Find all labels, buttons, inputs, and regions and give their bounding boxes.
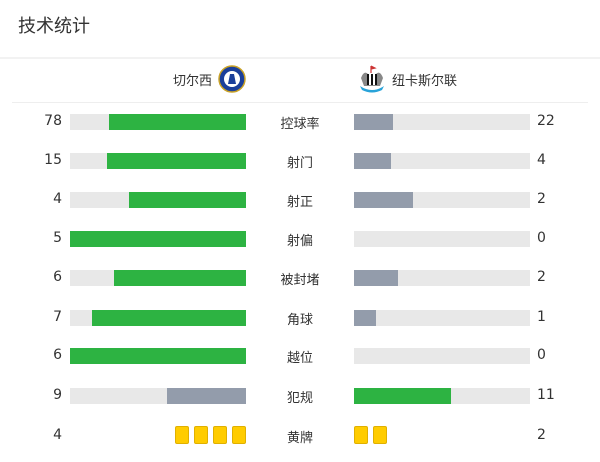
- away-bar-fill: [354, 270, 398, 286]
- home-bar-fill: [92, 310, 246, 326]
- away-value: 11: [537, 387, 555, 403]
- away-team[interactable]: 纽卡斯尔联: [358, 62, 457, 96]
- stat-label: 射门: [286, 156, 313, 171]
- stat-label: 控球率: [280, 117, 320, 132]
- away-bar: [354, 231, 530, 247]
- away-bar: [354, 348, 530, 364]
- home-bar: [70, 270, 246, 286]
- away-bar: [354, 310, 530, 326]
- away-bar: [354, 114, 530, 130]
- away-value: 2: [537, 427, 546, 443]
- away-value: 0: [537, 230, 546, 246]
- home-bar: [70, 153, 246, 169]
- stat-row: 9 犯规 11: [0, 387, 600, 406]
- yellow-card-icon: [373, 426, 387, 444]
- stat-label: 射偏: [286, 234, 313, 249]
- away-bar: [354, 192, 530, 208]
- home-bar-fill: [166, 388, 246, 404]
- away-bar-fill: [354, 192, 413, 208]
- home-team[interactable]: 切尔西: [173, 62, 246, 96]
- home-value: 6: [53, 347, 62, 363]
- away-bar-fill: [354, 114, 393, 130]
- home-bar: [70, 310, 246, 326]
- stat-row: 15 射门 4: [0, 152, 600, 171]
- home-bar-fill: [70, 231, 246, 247]
- home-value: 9: [53, 387, 62, 403]
- away-bar: [354, 270, 530, 286]
- away-value: 2: [537, 269, 546, 285]
- away-team-name: 纽卡斯尔联: [392, 73, 458, 89]
- page-title: 技术统计: [18, 16, 90, 37]
- away-value: 1: [537, 309, 546, 325]
- home-value: 5: [53, 230, 62, 246]
- away-bar-fill: [354, 310, 376, 326]
- home-bar: [70, 192, 246, 208]
- home-cards: [175, 426, 246, 444]
- home-bar-fill: [107, 153, 246, 169]
- yellow-card-icon: [354, 426, 368, 444]
- stat-label: 射正: [286, 195, 313, 210]
- home-team-name: 切尔西: [172, 73, 212, 89]
- newcastle-crest-icon: [360, 65, 384, 93]
- stat-row: 78 控球率 22: [0, 113, 600, 132]
- stat-row-yellow-cards: 4 黄牌 2: [0, 426, 600, 446]
- away-value: 22: [537, 113, 555, 129]
- away-bar-fill: [354, 388, 451, 404]
- home-value: 78: [44, 113, 62, 129]
- away-cards: [354, 426, 387, 444]
- divider: [0, 57, 600, 59]
- stat-row: 6 越位 0: [0, 347, 600, 366]
- away-value: 4: [537, 152, 546, 168]
- away-bar: [354, 153, 530, 169]
- yellow-card-icon: [232, 426, 246, 444]
- home-value: 15: [44, 152, 62, 168]
- stat-label: 被封堵: [280, 273, 320, 288]
- yellow-card-icon: [194, 426, 208, 444]
- away-value: 0: [537, 347, 546, 363]
- away-bar-fill: [354, 153, 392, 169]
- stat-label: 黄牌: [286, 431, 313, 446]
- yellow-card-icon: [213, 426, 227, 444]
- home-value: 4: [53, 427, 62, 443]
- stat-row: 7 角球 1: [0, 309, 600, 328]
- home-bar: [70, 348, 246, 364]
- home-value: 7: [53, 309, 62, 325]
- home-bar-fill: [108, 114, 246, 130]
- stat-row: 6 被封堵 2: [0, 269, 600, 288]
- away-value: 2: [537, 191, 546, 207]
- stat-label: 越位: [286, 351, 313, 366]
- home-bar-fill: [114, 270, 246, 286]
- home-bar-fill: [128, 192, 246, 208]
- home-value: 6: [53, 269, 62, 285]
- home-bar: [70, 388, 246, 404]
- home-value: 4: [53, 191, 62, 207]
- stat-row: 4 射正 2: [0, 191, 600, 210]
- home-bar-fill: [70, 348, 246, 364]
- yellow-card-icon: [175, 426, 189, 444]
- stat-label: 犯规: [286, 391, 313, 406]
- chelsea-crest-icon: [218, 65, 246, 93]
- home-bar: [70, 231, 246, 247]
- stat-label: 角球: [286, 313, 313, 328]
- away-bar: [354, 388, 530, 404]
- divider: [12, 102, 588, 103]
- stat-row: 5 射偏 0: [0, 230, 600, 249]
- teams-header: 切尔西 纽卡斯尔联: [0, 62, 600, 100]
- home-bar: [70, 114, 246, 130]
